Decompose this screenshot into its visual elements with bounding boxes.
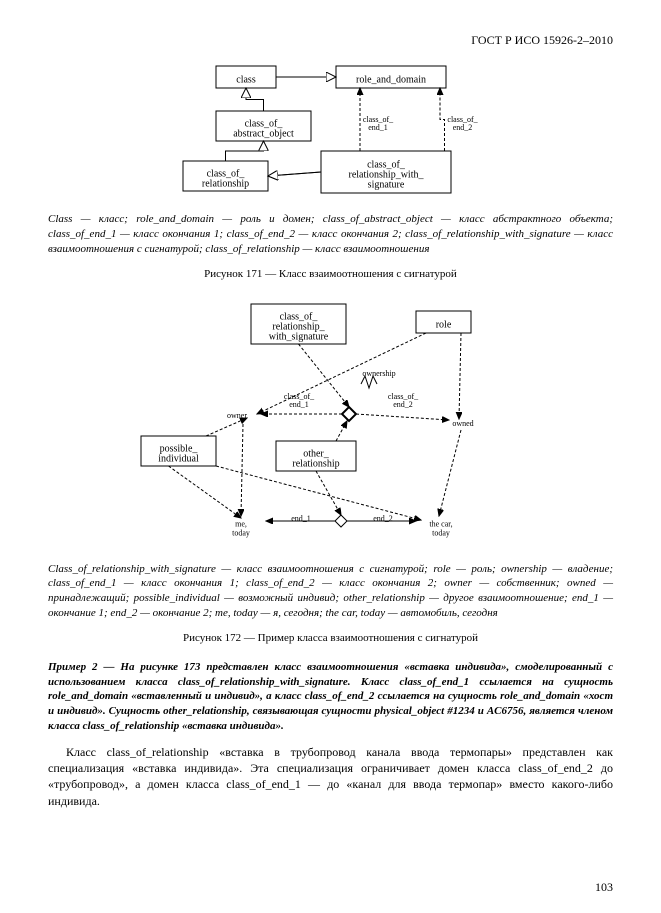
svg-text:role: role bbox=[435, 319, 451, 330]
svg-text:relationship: relationship bbox=[201, 178, 248, 189]
svg-text:end_2: end_2 bbox=[373, 514, 393, 523]
body-paragraph: Класс class_of_relationship «вставка в т… bbox=[48, 744, 613, 809]
svg-text:with_signature: with_signature bbox=[268, 331, 328, 342]
svg-text:today: today bbox=[232, 528, 250, 537]
svg-text:owner: owner bbox=[227, 411, 247, 420]
svg-text:me,: me, bbox=[235, 519, 247, 528]
glossary-171: Class — класс; role_and_domain — роль и … bbox=[48, 212, 613, 257]
svg-text:end_1: end_1 bbox=[291, 514, 311, 523]
svg-text:the car,: the car, bbox=[429, 519, 452, 528]
example-2: Пример 2 — На рисунке 173 представлен кл… bbox=[48, 660, 613, 734]
svg-text:end_1: end_1 bbox=[289, 400, 309, 409]
svg-text:relationship: relationship bbox=[292, 458, 339, 469]
caption-172: Рисунок 172 — Пример класса взаимоотноше… bbox=[48, 631, 613, 646]
svg-text:end_2: end_2 bbox=[393, 400, 413, 409]
svg-text:signature: signature bbox=[367, 179, 404, 190]
svg-text:today: today bbox=[432, 528, 450, 537]
caption-171: Рисунок 171 — Класс взаимоотношения с си… bbox=[48, 267, 613, 282]
svg-text:abstract_object: abstract_object bbox=[233, 128, 294, 139]
figure-172: class_of_relationship_with_signaturerole… bbox=[121, 296, 541, 556]
svg-text:role_and_domain: role_and_domain bbox=[356, 74, 426, 85]
svg-text:owned: owned bbox=[452, 419, 473, 428]
page-number: 103 bbox=[595, 879, 613, 895]
svg-text:end_2: end_2 bbox=[452, 123, 472, 132]
figure-171: classrole_and_domainclass_of_abstract_ob… bbox=[161, 56, 501, 206]
svg-text:end_1: end_1 bbox=[368, 123, 388, 132]
glossary-172: Class_of_relationship_with_signature — к… bbox=[48, 562, 613, 621]
svg-text:individual: individual bbox=[158, 453, 199, 464]
page-header: ГОСТ Р ИСО 15926-2–2010 bbox=[48, 32, 613, 48]
svg-text:class: class bbox=[236, 74, 256, 85]
svg-text:ownership: ownership bbox=[362, 369, 395, 378]
